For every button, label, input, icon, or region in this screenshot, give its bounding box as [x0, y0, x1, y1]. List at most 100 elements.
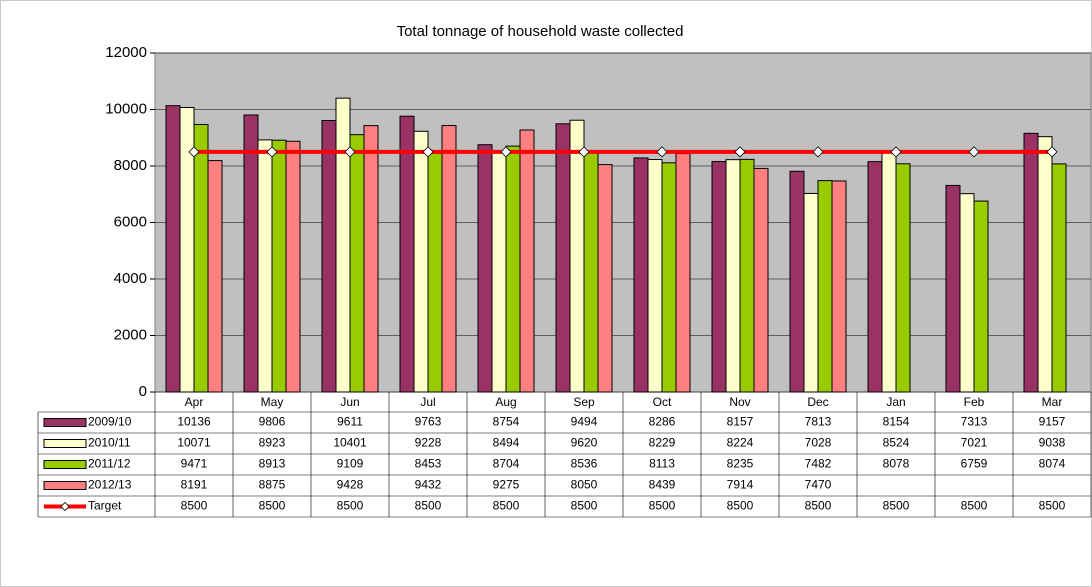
target-marker — [812, 146, 824, 158]
x-tick-label: Sep — [573, 395, 595, 409]
table-value: 7313 — [961, 415, 988, 429]
table-value: 8453 — [415, 457, 442, 471]
x-tick-label: Apr — [185, 395, 204, 409]
target-marker — [890, 146, 902, 158]
x-tick-label: Mar — [1042, 395, 1063, 409]
bar — [633, 157, 649, 393]
table-value: 10071 — [177, 436, 211, 450]
table-value: 9228 — [415, 436, 442, 450]
table-value: 9471 — [181, 457, 208, 471]
table-value: 8754 — [493, 415, 520, 429]
bar — [441, 125, 457, 393]
table-value: 8157 — [727, 415, 754, 429]
table-value: 7813 — [805, 415, 832, 429]
legend-swatch — [43, 460, 87, 469]
target-marker — [578, 146, 590, 158]
table-value: 8500 — [337, 499, 364, 513]
bar — [477, 144, 493, 393]
table-value: 8078 — [883, 457, 910, 471]
bar — [973, 200, 989, 393]
bar — [867, 161, 883, 393]
table-value: 8500 — [961, 499, 988, 513]
table-value: 7914 — [727, 478, 754, 492]
bar — [335, 97, 351, 393]
bar — [491, 151, 507, 393]
target-marker — [968, 146, 980, 158]
x-tick-label: Feb — [964, 395, 985, 409]
bar — [285, 140, 301, 393]
target-marker — [422, 146, 434, 158]
bar — [271, 139, 287, 393]
y-tick-label: 12000 — [105, 44, 147, 61]
y-tick-label: 0 — [139, 383, 147, 400]
bar — [959, 193, 975, 393]
table-value: 9494 — [571, 415, 598, 429]
table-value: 10401 — [333, 436, 367, 450]
x-tick-label: Jan — [886, 395, 905, 409]
bar — [739, 158, 755, 393]
x-tick-label: Jul — [420, 395, 435, 409]
table-value: 8913 — [259, 457, 286, 471]
bar — [661, 162, 677, 393]
table-value: 8074 — [1039, 457, 1066, 471]
table-value: 7482 — [805, 457, 832, 471]
bar — [753, 167, 769, 393]
table-value: 9620 — [571, 436, 598, 450]
target-marker — [266, 146, 278, 158]
y-tick-label: 4000 — [114, 270, 147, 287]
legend-label: 2010/11 — [88, 436, 131, 450]
bar — [257, 139, 273, 393]
table-value: 8235 — [727, 457, 754, 471]
legend-label: 2009/10 — [88, 415, 132, 429]
table-value: 8500 — [649, 499, 676, 513]
bar — [881, 150, 897, 393]
legend-label: 2011/12 — [88, 457, 131, 471]
x-tick-label: Dec — [807, 395, 828, 409]
bar — [1051, 163, 1067, 393]
x-tick-label: Aug — [495, 395, 516, 409]
bar — [243, 114, 259, 393]
table-value: 8286 — [649, 415, 676, 429]
bar — [711, 161, 727, 393]
table-value: 9275 — [493, 478, 520, 492]
bar — [789, 170, 805, 393]
table-value: 8500 — [259, 499, 286, 513]
table-value: 8500 — [727, 499, 754, 513]
bar — [895, 163, 911, 393]
bar — [363, 125, 379, 393]
table-value: 8113 — [649, 457, 675, 471]
bar — [569, 119, 585, 393]
table-value: 8500 — [493, 499, 520, 513]
table-value: 9432 — [415, 478, 442, 492]
target-marker — [188, 146, 200, 158]
bar — [413, 130, 429, 393]
table-value: 8050 — [571, 478, 598, 492]
bar — [945, 184, 961, 393]
legend-marker — [60, 501, 70, 512]
table-value: 7021 — [961, 436, 988, 450]
target-marker — [500, 146, 512, 158]
bar — [519, 129, 535, 393]
target-marker — [344, 146, 356, 158]
table-value: 7028 — [805, 436, 832, 450]
table-value: 9038 — [1039, 436, 1066, 450]
y-tick-label: 10000 — [105, 100, 147, 117]
table-value: 8536 — [571, 457, 598, 471]
table-value: 9428 — [337, 478, 364, 492]
bar — [803, 192, 819, 393]
bar — [1037, 136, 1053, 393]
bar — [193, 123, 209, 393]
bar — [583, 150, 599, 393]
bar — [831, 180, 847, 393]
table-value: 8524 — [883, 436, 910, 450]
bar — [647, 159, 663, 393]
y-tick-label: 8000 — [114, 157, 147, 174]
bar — [427, 152, 443, 393]
x-tick-label: Oct — [653, 395, 672, 409]
bar — [597, 164, 613, 393]
bar — [675, 153, 691, 393]
target-marker — [734, 146, 746, 158]
bar — [1023, 132, 1039, 393]
